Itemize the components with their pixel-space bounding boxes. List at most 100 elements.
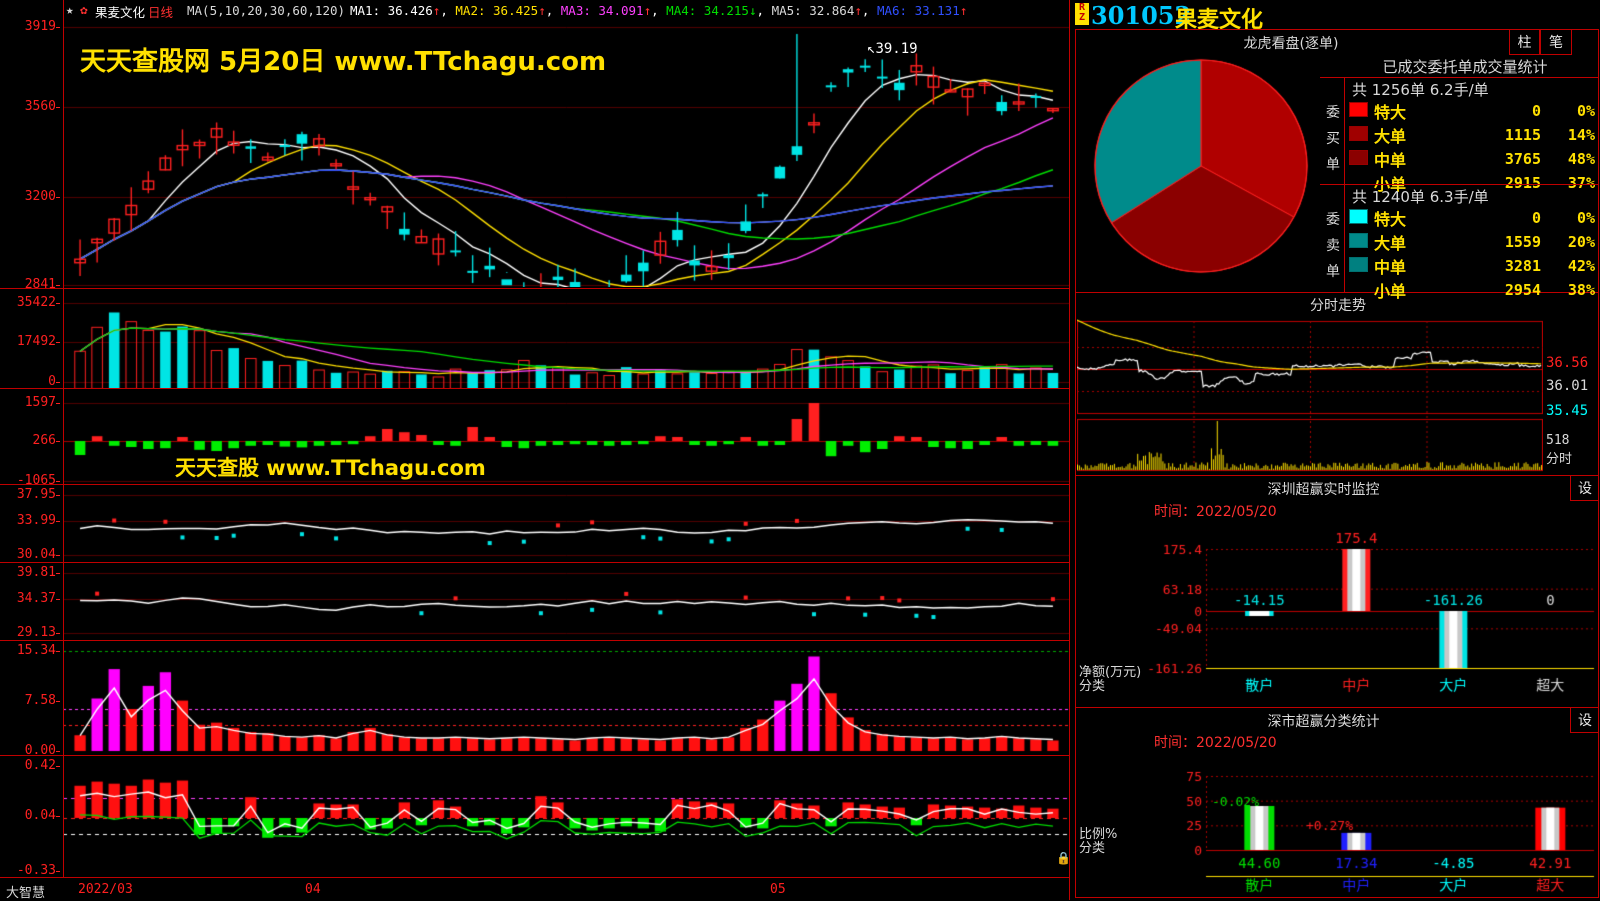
y-tick — [56, 303, 60, 304]
realtime-time: 时间：2022/05/20 — [1154, 504, 1277, 520]
intraday-title: 分时走势 — [1310, 298, 1366, 314]
price-header: ★ ✿ 果麦文化 日线 MA(5,10,20,30,60,120) MA1: 3… — [0, 1, 1070, 20]
classify-stats-canvas[interactable] — [1076, 750, 1598, 895]
intraday-chart-canvas[interactable] — [1077, 319, 1543, 472]
intraday-price-mid: 36.01 — [1546, 378, 1589, 394]
order-type-label: 大单 — [1374, 127, 1407, 146]
y-tick — [56, 599, 60, 600]
table-row[interactable]: 大单 1559 20% — [1346, 230, 1598, 254]
y-tick-label: 37.95 — [16, 487, 56, 502]
order-percent: 20% — [1567, 233, 1595, 251]
y-tick — [56, 441, 60, 442]
y-tick-label: 39.81 — [16, 565, 56, 580]
order-color-swatch — [1346, 147, 1371, 171]
y-tick — [56, 651, 60, 652]
svzj-panel[interactable]: SVZJ 活跃资金进出: -161.257↑, 超赢资金流(万元) 159726… — [0, 388, 1070, 488]
info-column: R Z 301052 果麦文化 龙虎看盘(逐单) 柱 笔 已成交委托单成交量统计… — [1070, 0, 1600, 900]
classify-stats-title: 深市超赢分类统计 — [1267, 714, 1380, 730]
ma-arrow-1: ↑ — [432, 3, 441, 18]
lock-icon[interactable]: 🔒 — [1056, 851, 1071, 865]
ma-item-4: MA4: 34.215 — [666, 3, 749, 18]
intraday-volume-label: 518 — [1546, 433, 1570, 448]
column-divider — [1069, 0, 1070, 900]
order-count: 2915 — [1504, 174, 1541, 192]
y-tick — [56, 521, 60, 522]
pen-view-button[interactable]: 笔 — [1540, 30, 1572, 55]
y-tick — [56, 481, 60, 482]
price-chart-panel[interactable]: 3919 3560 3200 2841 天天查股网 5月20日 www.TTchagu… — [0, 19, 1070, 315]
ai-activity-bars-canvas[interactable] — [63, 641, 1070, 756]
buy-orders-table: 特大 0 0% 大单 1115 14% 中单 3765 48% 小单 2915 37% — [1346, 99, 1598, 195]
y-tick — [56, 751, 60, 752]
realtime-monitor-canvas[interactable] — [1076, 521, 1598, 706]
y-tick — [56, 633, 60, 634]
y-tick — [56, 573, 60, 574]
svzl-y-axis: 37.95 33.99 30.04 — [0, 485, 60, 563]
column-view-button[interactable]: 柱 — [1509, 30, 1540, 55]
y-tick-label: 7.58 — [24, 693, 56, 708]
price-candlestick-canvas[interactable] — [63, 19, 1070, 287]
y-tick-label: -0.33 — [16, 863, 56, 878]
order-percent: 48% — [1567, 150, 1595, 168]
order-type-label: 小单 — [1374, 282, 1407, 301]
buy-divider — [1344, 77, 1345, 185]
stock-name-label: 果麦文化 — [95, 5, 146, 20]
order-stats-block: 已成交委托单成交量统计 共 1256单 6.2手/单 委买单 特大 0 0% 大单 11… — [1320, 56, 1598, 301]
ma-item-1: MA1: 36.426 — [350, 3, 433, 18]
classify-stats-panel[interactable]: 深市超赢分类统计 设 时间：2022/05/20 比例% 分类 — [1075, 708, 1599, 898]
longhu-board-title: 龙虎看盘(逐单) — [1243, 36, 1339, 52]
y-tick-label: 0.00 — [24, 743, 56, 758]
svsh-line-canvas[interactable] — [63, 563, 1070, 641]
svsh-panel[interactable]: SVSH（7） 7日内买卖净占比2.529% 散户持仓: 33.097↓, 超赢… — [0, 562, 1070, 641]
time-axis: 大智慧 2022/03 04 05 — [0, 877, 1070, 901]
realtime-monitor-panel[interactable]: 深圳超赢实时监控 设 时间：2022/05/20 净额(万元) 分类 — [1075, 476, 1599, 708]
flower-icon[interactable]: ✿ — [80, 2, 88, 17]
y-tick-label: 0 — [48, 374, 56, 389]
volume-panel[interactable]: VOL(5,10,20) 7794.000↓, MA1: 10712.000↓,… — [0, 288, 1070, 389]
intraday-panel[interactable]: 分时走势 36.56 36.01 35.45 518 分时 — [1075, 293, 1599, 476]
classify-time: 时间：2022/05/20 — [1154, 735, 1277, 751]
axis-divider — [63, 0, 64, 877]
order-count: 3281 — [1504, 257, 1541, 275]
table-row[interactable]: 特大 0 0% — [1346, 206, 1598, 230]
y-tick — [56, 701, 60, 702]
volume-y-axis: 35422 17492 0 — [0, 289, 60, 389]
table-row[interactable]: 中单 3281 42% — [1346, 254, 1598, 278]
y-tick — [56, 27, 60, 28]
svsh-y-axis: 39.81 34.37 29.13 — [0, 563, 60, 641]
rz-badge: R Z — [1075, 3, 1089, 25]
order-count: 0 — [1531, 102, 1541, 120]
table-row[interactable]: 特大 0 0% — [1346, 99, 1598, 123]
order-color-swatch — [1346, 254, 1371, 278]
ai-research-bars-canvas[interactable] — [63, 756, 1070, 878]
star-icon[interactable]: ★ — [66, 2, 74, 17]
table-row[interactable]: 小单 2954 38% — [1346, 278, 1598, 302]
y-tick — [56, 342, 60, 343]
volume-bars-canvas[interactable] — [63, 289, 1070, 389]
classify-settings-button[interactable]: 设 — [1570, 708, 1599, 733]
buy-orders-section: 共 1256单 6.2手/单 委买单 特大 0 0% 大单 1115 14% 中单 3765 4… — [1320, 77, 1598, 194]
table-row[interactable]: 大单 1115 14% — [1346, 123, 1598, 147]
svzl-line-canvas[interactable] — [63, 485, 1070, 563]
ai-research-panel[interactable]: AI研究度2(10) 资金研究度: -0.063↓, 平均研究度: -0.176… — [0, 755, 1071, 878]
order-color-swatch — [1346, 99, 1371, 123]
y-tick — [56, 495, 60, 496]
y-tick-label: 3919 — [24, 19, 56, 34]
svzj-bars-canvas[interactable] — [63, 389, 1070, 485]
stock-name-title: 果麦文化 — [1175, 8, 1264, 33]
high-annotation: ↖39.19 — [867, 41, 918, 57]
svzl-panel[interactable]: SVZL（7） 7日内买卖净占比4.301% 主力持仓: 31.059↓, 超赢… — [0, 484, 1070, 563]
intraday-price-low: 35.45 — [1546, 403, 1589, 419]
y-tick-label: 17492 — [16, 334, 56, 349]
watermark-top: 天天查股网 5月20日 www.TTchagu.com — [80, 47, 607, 77]
ai-activity-panel[interactable]: AI活跃度2 资金活跃度: 1.857↓, 4.133, 生命线: 1.560,… — [0, 640, 1070, 758]
intraday-mode-label[interactable]: 分时 — [1546, 452, 1573, 467]
period-label[interactable]: 日线 — [148, 5, 174, 20]
realtime-settings-button[interactable]: 设 — [1570, 476, 1599, 501]
y-tick — [56, 555, 60, 556]
table-row[interactable]: 中单 3765 48% — [1346, 147, 1598, 171]
y-tick-label: 30.04 — [16, 547, 56, 562]
y-tick-label: 0.04 — [24, 808, 56, 823]
order-percent: 0% — [1576, 209, 1595, 227]
longhu-pie-chart[interactable] — [1086, 56, 1316, 276]
